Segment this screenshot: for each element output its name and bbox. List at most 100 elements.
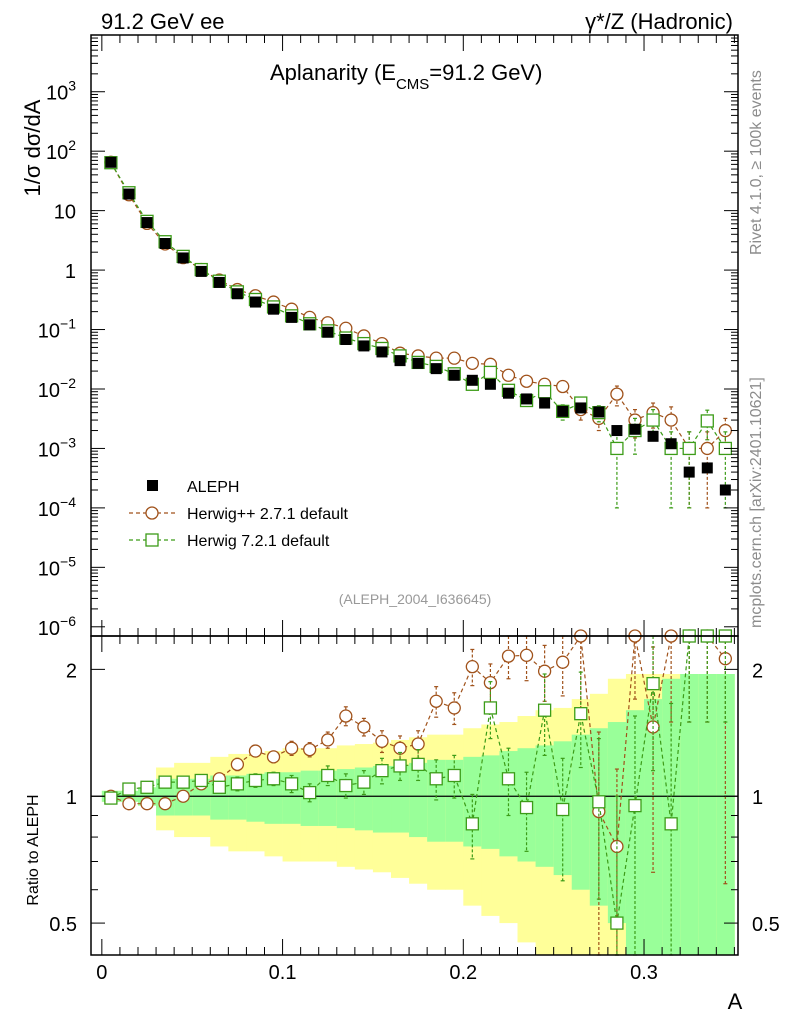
y-tick-label: 102 xyxy=(46,137,76,164)
herwig7-point-marker xyxy=(646,413,660,427)
herwigpp-ratio-point-marker xyxy=(447,701,461,715)
y-tick-label-exponent: −5 xyxy=(60,553,76,569)
y-tick-label-exponent: −3 xyxy=(60,434,76,450)
herwig7-ratio-point-marker xyxy=(664,817,678,831)
herwigpp-point-marker xyxy=(700,441,714,456)
ratio-band-inner xyxy=(680,674,699,955)
herwig7-ratio-point-marker xyxy=(429,772,443,786)
aleph-data-point xyxy=(304,319,316,331)
herwig7-ratio-point-marker xyxy=(519,800,534,815)
herwig7-ratio-point-marker xyxy=(592,795,606,809)
ratio-band-inner xyxy=(571,734,591,890)
herwig7-ratio-point-marker xyxy=(375,763,389,778)
herwigpp-ratio-point-marker xyxy=(465,659,479,674)
ratio-axis-label: Ratio to ALEPH xyxy=(25,794,42,905)
herwig7-ratio-point-marker xyxy=(212,780,226,794)
ratio-y-tick-label: 2 xyxy=(66,660,77,682)
y-tick-label-base: 10 xyxy=(54,202,76,224)
ratio-band-inner xyxy=(318,770,338,826)
legend: ALEPH Herwig++ 2.7.1 default Herwig 7.2.… xyxy=(129,479,349,550)
aleph-data-point xyxy=(701,462,713,474)
herwig7-ratio-point-marker xyxy=(411,757,425,772)
herwig7-ratio-point-marker xyxy=(248,773,263,788)
y-tick-label: 10 xyxy=(54,202,76,224)
herwigpp-ratio-point-marker xyxy=(501,649,516,663)
herwigpp-ratio-point-marker xyxy=(429,694,443,708)
herwig7-ratio-point-marker xyxy=(393,759,407,773)
y-tick-label-base: 10 xyxy=(38,499,60,521)
herwigpp-point-marker xyxy=(447,351,461,365)
aleph-data-point xyxy=(123,188,135,200)
herwig7-point-marker xyxy=(537,385,552,399)
ratio-y-tick-label-right: 0.5 xyxy=(752,914,780,936)
legend-label-herwig7: Herwig 7.2.1 default xyxy=(187,533,330,550)
legend-label-aleph: ALEPH xyxy=(187,479,239,496)
y-tick-label: 10−4 xyxy=(38,494,76,521)
aleph-data-point xyxy=(466,374,478,386)
y-tick-label: 103 xyxy=(46,78,76,105)
aleph-data-point xyxy=(231,288,243,300)
herwig7-ratio-point-marker xyxy=(104,791,118,805)
y-tick-label: 10−5 xyxy=(38,553,76,580)
herwigpp-ratio-point-marker xyxy=(321,733,335,747)
herwigpp-ratio-point-marker xyxy=(357,720,371,734)
plot-title-sub: CMS xyxy=(396,76,429,93)
aleph-data-point xyxy=(286,311,298,323)
aleph-data-point xyxy=(322,326,334,338)
aleph-data-point xyxy=(683,466,695,478)
herwig7-ratio-point-marker xyxy=(284,777,299,791)
ratio-y-tick-label: 1 xyxy=(66,787,77,809)
aleph-data-point xyxy=(647,430,659,442)
aleph-data-point xyxy=(376,346,388,358)
herwig7-ratio-point-marker xyxy=(610,916,624,930)
aleph-data-point xyxy=(394,355,406,367)
mcplots-label: mcplots.cern.ch [arXiv:2401.10621] xyxy=(748,377,765,628)
aleph-data-point xyxy=(141,217,153,229)
herwigpp-point-marker xyxy=(556,379,570,394)
ratio-band-inner xyxy=(391,765,410,833)
herwig7-ratio-point-marker xyxy=(447,768,461,783)
herwig7-ratio-point-marker xyxy=(483,701,498,715)
herwig7-ratio-point-marker xyxy=(465,817,479,831)
herwigpp-ratio-point-marker xyxy=(230,757,245,772)
y-tick-label-base: 1 xyxy=(65,261,76,283)
ratio-band-inner xyxy=(698,674,717,955)
herwigpp-ratio-point-marker xyxy=(537,664,552,678)
legend-marker-aleph xyxy=(147,480,158,491)
aleph-data-point xyxy=(575,402,587,414)
herwigpp-ratio-point-marker xyxy=(284,741,299,755)
x-tick-label: 0.3 xyxy=(630,962,658,984)
aleph-data-point xyxy=(719,484,731,496)
energy-label: 91.2 GeV ee xyxy=(101,9,225,34)
ratio-y-tick-label-right: 1 xyxy=(752,787,763,809)
aleph-data-point xyxy=(105,156,117,168)
y-tick-label: 10−3 xyxy=(38,434,76,461)
aleph-data-point xyxy=(629,423,641,435)
herwig7-ratio-point-marker xyxy=(140,780,154,794)
herwigpp-point-marker xyxy=(519,374,534,388)
legend-marker-herwigpp xyxy=(145,506,159,520)
herwig7-ratio-point-marker xyxy=(176,775,190,789)
herwig7-ratio-point-marker xyxy=(357,775,371,789)
herwigpp-ratio-point-marker xyxy=(176,789,190,803)
herwig7-ratio-point-marker xyxy=(266,772,281,786)
herwigpp-ratio-point-marker xyxy=(248,744,263,758)
y-tick-label-exponent: −6 xyxy=(60,613,76,629)
aleph-data-point xyxy=(249,296,261,308)
y-tick-label-base: 10 xyxy=(38,439,60,461)
herwig7-point-marker xyxy=(483,365,498,380)
legend-marker-herwig7 xyxy=(145,533,159,547)
y-tick-label-base: 10 xyxy=(46,83,68,105)
analysis-label: (ALEPH_2004_I636645) xyxy=(339,591,492,607)
herwig7-point-marker xyxy=(610,441,624,456)
herwig7-ratio-point-marker xyxy=(158,775,172,789)
herwig7-ratio-point-marker xyxy=(230,777,245,791)
herwig7-ratio-point-marker xyxy=(628,798,642,813)
ratio-band-inner xyxy=(481,755,500,849)
legend-label-herwigpp: Herwig++ 2.7.1 default xyxy=(187,506,349,523)
x-tick-label: 0 xyxy=(96,962,107,984)
ratio-panel xyxy=(91,629,738,956)
herwigpp-point-line xyxy=(110,162,726,450)
x-tick-label: 0.2 xyxy=(449,962,477,984)
plot-title: Aplanarity (ECMS=91.2 GeV) xyxy=(270,60,542,93)
